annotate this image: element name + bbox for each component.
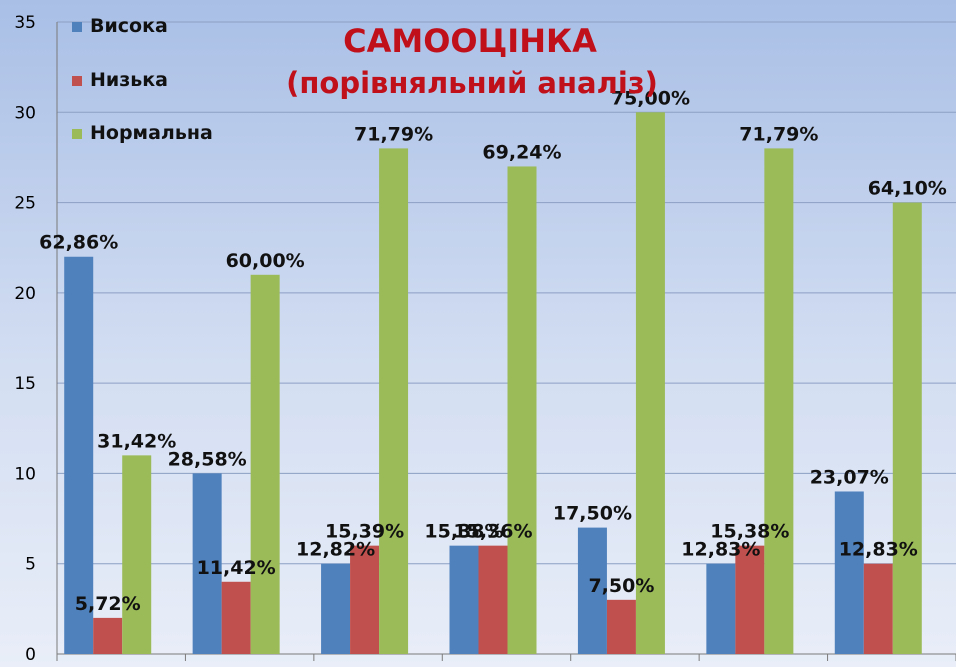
bar [507,166,537,654]
bar [706,563,736,654]
chart-subtitle: (порівняльний аналіз) [286,66,658,100]
bar [606,599,636,654]
data-label: 71,79% [354,123,433,145]
data-label: 60,00% [226,250,305,272]
legend-label: Висока [90,15,168,37]
bar [834,491,864,654]
bar [577,527,607,654]
bar [478,545,508,654]
y-tick-label: 10 [14,464,36,484]
bar [379,148,409,654]
y-tick-label: 20 [14,284,36,304]
bar [122,455,152,654]
bar [93,617,123,654]
data-label: 23,07% [810,466,889,488]
bar [735,545,765,654]
data-label: 31,42% [97,430,176,452]
y-tick-label: 30 [14,103,36,123]
data-label: 15,38% [424,521,503,543]
legend-label: Нормальна [90,122,213,144]
bar [192,473,222,654]
data-label: 62,86% [39,232,118,254]
data-label: 5,72% [75,593,141,615]
legend-swatch [72,129,82,139]
bar [321,563,351,654]
y-tick-label: 5 [25,555,36,575]
y-tick-label: 35 [14,13,36,33]
data-label: 15,36% [453,521,532,543]
data-label: 64,10% [868,178,947,200]
data-label: 12,83% [681,539,760,561]
y-tick-label: 25 [14,194,36,214]
bar [892,202,922,655]
bar [350,545,380,654]
data-label: 71,79% [739,123,818,145]
legend-swatch [72,22,82,32]
data-label: 69,24% [482,141,561,163]
data-label: 15,39% [325,521,404,543]
chart-title: САМООЦІНКА [343,22,597,60]
legend-swatch [72,76,82,86]
bar [764,148,794,654]
data-label: 12,83% [839,539,918,561]
data-label: 28,58% [168,448,247,470]
bar [221,581,251,654]
data-label: 12,82% [296,539,375,561]
bar [635,112,665,655]
data-label: 11,42% [197,557,276,579]
data-label: 7,50% [588,575,654,597]
bar [64,256,94,654]
y-tick-label: 15 [14,374,36,394]
y-tick-label: 0 [25,645,36,665]
legend-label: Низька [90,69,168,91]
bar [863,563,893,654]
data-label: 17,50% [553,503,632,525]
data-label: 75,00% [611,87,690,109]
bar [449,545,479,654]
bar [250,274,280,654]
data-label: 15,38% [710,521,789,543]
